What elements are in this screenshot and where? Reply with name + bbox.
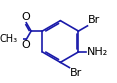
Text: Br: Br [70, 68, 82, 78]
Text: O: O [22, 12, 31, 22]
Text: CH₃: CH₃ [0, 34, 18, 44]
Text: NH₂: NH₂ [87, 47, 108, 57]
Text: O: O [22, 40, 30, 50]
Text: Br: Br [88, 15, 100, 25]
